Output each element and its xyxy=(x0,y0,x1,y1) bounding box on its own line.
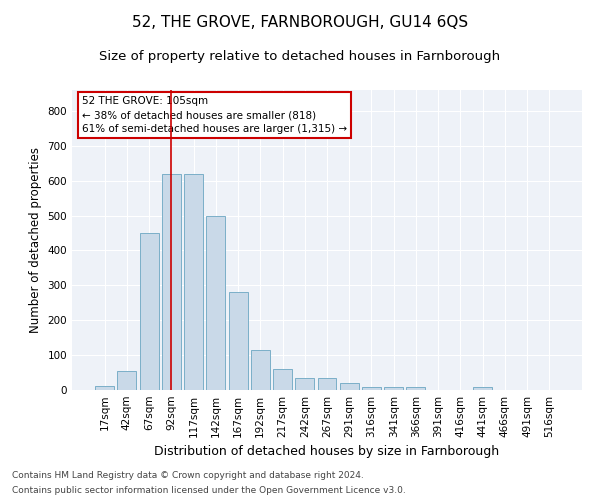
Bar xyxy=(384,386,403,390)
Bar xyxy=(473,387,492,390)
Bar xyxy=(118,371,136,390)
Bar xyxy=(95,386,114,390)
Bar xyxy=(317,378,337,390)
Bar xyxy=(140,233,158,390)
Bar xyxy=(206,216,225,390)
Bar xyxy=(340,383,359,390)
Bar xyxy=(406,387,425,390)
Text: 52, THE GROVE, FARNBOROUGH, GU14 6QS: 52, THE GROVE, FARNBOROUGH, GU14 6QS xyxy=(132,15,468,30)
Bar xyxy=(184,174,203,390)
Bar xyxy=(362,386,381,390)
Text: Contains HM Land Registry data © Crown copyright and database right 2024.: Contains HM Land Registry data © Crown c… xyxy=(12,471,364,480)
Text: 52 THE GROVE: 105sqm
← 38% of detached houses are smaller (818)
61% of semi-deta: 52 THE GROVE: 105sqm ← 38% of detached h… xyxy=(82,96,347,134)
Bar xyxy=(295,378,314,390)
Bar xyxy=(273,369,292,390)
Text: Contains public sector information licensed under the Open Government Licence v3: Contains public sector information licen… xyxy=(12,486,406,495)
Y-axis label: Number of detached properties: Number of detached properties xyxy=(29,147,42,333)
Bar xyxy=(251,350,270,390)
Bar xyxy=(229,292,248,390)
X-axis label: Distribution of detached houses by size in Farnborough: Distribution of detached houses by size … xyxy=(154,446,500,458)
Bar xyxy=(162,174,181,390)
Text: Size of property relative to detached houses in Farnborough: Size of property relative to detached ho… xyxy=(100,50,500,63)
